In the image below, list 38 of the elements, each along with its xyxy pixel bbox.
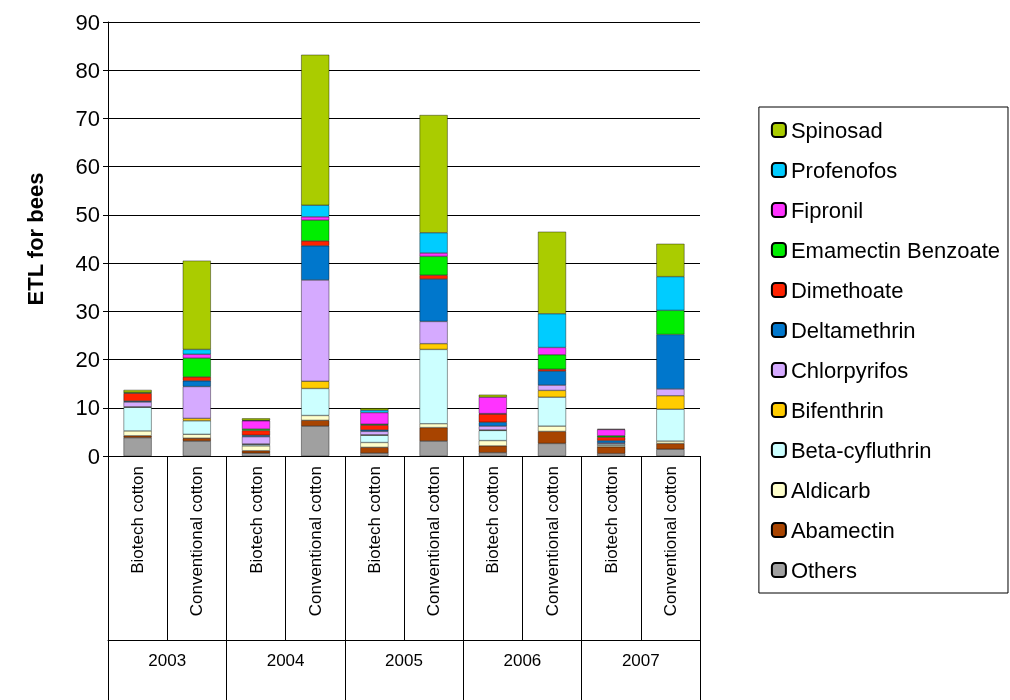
x-tick-label: Conventional cotton [187, 466, 207, 617]
y-tick-label: 60 [75, 154, 100, 180]
x-tick-label: Biotech cotton [246, 466, 266, 574]
legend-label: Others [790, 557, 857, 583]
text: 2003 [148, 651, 187, 670]
text: 2006 [503, 651, 542, 670]
y-tick-label: 80 [75, 57, 100, 83]
legend-label: Bifenthrin [790, 397, 884, 423]
y-tick-label: 10 [75, 395, 100, 421]
y-tick-label: 20 [75, 347, 100, 373]
text: 2007 [621, 651, 660, 670]
y-tick-label: 30 [75, 298, 100, 324]
legend-label: Fipronil [790, 197, 864, 223]
legend-label: Emamectin Benzoate [790, 237, 1000, 263]
legend-label: Aldicarb [790, 477, 871, 503]
x-tick-label: Conventional cotton [424, 466, 444, 617]
legend-label: Spinosad [790, 117, 883, 143]
legend-label: Beta-cyfluthrin [790, 437, 932, 463]
x-tick-label: Biotech cotton [364, 466, 384, 574]
y-tick-label: 90 [75, 9, 100, 35]
legend-label: Chlorpyrifos [790, 357, 909, 383]
legend-label: Profenofos [790, 157, 898, 183]
x-tick-label: Conventional cotton [542, 466, 562, 617]
text: 2004 [266, 651, 305, 670]
y-tick-label: 40 [75, 250, 100, 276]
x-tick-label: Conventional cotton [660, 466, 680, 617]
x-tick-label: Biotech cotton [128, 466, 148, 574]
x-tick-label: Biotech cotton [601, 466, 621, 574]
y-tick-label: 50 [75, 202, 100, 228]
legend-label: Deltamethrin [790, 317, 916, 343]
legend-label: Abamectin [790, 517, 895, 543]
text: 2005 [385, 651, 423, 670]
x-tick-label: Conventional cotton [305, 466, 325, 617]
x-tick-label: Biotech cotton [483, 466, 503, 574]
y-tick-label: 70 [75, 105, 100, 131]
legend-label: Dimethoate [790, 277, 904, 303]
y-axis-title: ETL for bees [22, 172, 48, 306]
y-tick-label: 0 [87, 443, 100, 469]
